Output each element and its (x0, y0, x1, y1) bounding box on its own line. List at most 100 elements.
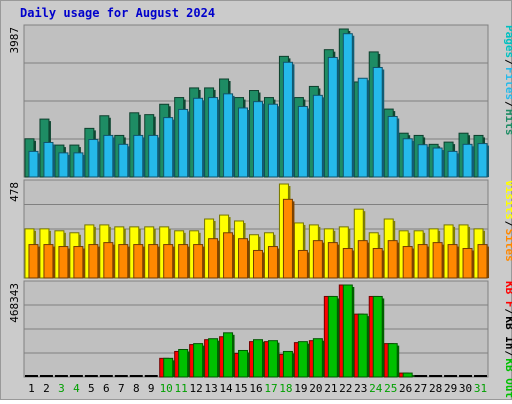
bar-10 (163, 117, 174, 178)
bar-shadow (292, 353, 295, 377)
bar-shadow (457, 153, 460, 177)
bar-shadow (397, 242, 400, 278)
bar-8 (133, 244, 144, 279)
bar-shadow (322, 97, 325, 177)
bar-shadow (472, 250, 475, 278)
x-tick-label-22: 22 (339, 382, 352, 395)
bar-11 (178, 348, 189, 378)
y-max-label: 468343 (8, 283, 21, 323)
x-tick-label-30: 30 (459, 382, 472, 395)
bar-7 (118, 143, 129, 178)
bar-shadow (322, 242, 325, 278)
x-tick-label-12: 12 (190, 382, 203, 395)
bar-shadow (397, 345, 400, 377)
x-tick-label-18: 18 (279, 382, 292, 395)
bar-shadow (112, 137, 115, 177)
bar-shadow (487, 246, 490, 278)
series-kb-out (28, 284, 488, 378)
bar-12 (193, 244, 204, 279)
bar-13 (208, 338, 219, 378)
bar-shadow (397, 118, 400, 177)
bar-20 (312, 94, 323, 178)
bar-6 (103, 242, 114, 279)
bar-shadow (277, 248, 280, 278)
bar-shadow (97, 141, 100, 177)
bar-30 (462, 248, 473, 279)
bar-31 (477, 244, 488, 279)
bar-shadow (127, 146, 130, 177)
bar-shadow (142, 246, 145, 278)
bar-2 (43, 244, 54, 279)
legend-entry: Hits (503, 109, 512, 136)
bar-shadow (217, 340, 220, 377)
bar-shadow (202, 345, 205, 377)
x-tick-label-11: 11 (175, 382, 188, 395)
bar-shadow (172, 246, 175, 278)
bar-shadow (382, 298, 385, 377)
bar-23 (357, 240, 368, 279)
bar-shadow (442, 244, 445, 278)
bar-21 (327, 295, 338, 378)
legend-entry: Pages (503, 25, 512, 58)
bar-16 (253, 249, 263, 279)
bar-14 (223, 232, 234, 279)
bar-shadow (172, 360, 175, 377)
x-tick-label-8: 8 (133, 382, 140, 395)
chart-title: Daily usage for August 2024 (20, 6, 215, 20)
bar-6 (103, 134, 114, 178)
bar-shadow (367, 242, 370, 278)
bar-shadow (202, 246, 205, 278)
x-tick-label-27: 27 (414, 382, 427, 395)
bar-9 (148, 244, 159, 279)
bar-16 (253, 101, 263, 178)
bar-12 (193, 97, 204, 178)
bar-4 (73, 152, 84, 178)
bar-7 (118, 244, 129, 279)
series-files (28, 33, 490, 178)
bar-15 (238, 238, 249, 279)
legend-separator: / (503, 308, 512, 315)
x-tick-label-23: 23 (354, 382, 367, 395)
bar-1 (28, 244, 39, 279)
bar-16 (253, 339, 263, 378)
bar-shadow (232, 334, 235, 377)
x-tick-label-25: 25 (384, 382, 397, 395)
bar-shadow (337, 298, 340, 377)
bar-shadow (352, 287, 355, 377)
bar-shadow (187, 111, 190, 177)
x-tick-label-20: 20 (309, 382, 322, 395)
bar-28 (432, 147, 443, 178)
bar-shadow (322, 340, 325, 377)
bar-19 (297, 249, 308, 279)
bar-25 (387, 343, 398, 378)
bar-4 (73, 246, 84, 279)
bar-shadow (247, 240, 250, 278)
bar-15 (238, 107, 249, 178)
bar-shadow (367, 80, 370, 177)
bar-shadow (412, 248, 415, 278)
legend-kbytes: KB F/KB In/KB Out (503, 281, 512, 398)
bar-20 (312, 338, 323, 378)
bar-shadow (382, 250, 385, 278)
bar-shadow (172, 119, 175, 177)
x-tick-label-24: 24 (369, 382, 383, 395)
bar-shadow (142, 137, 145, 177)
bar-14 (223, 93, 234, 178)
bar-29 (447, 150, 458, 178)
bar-shadow (217, 99, 220, 177)
bar-shadow (157, 137, 160, 177)
bar-shadow (187, 351, 190, 377)
bar-17 (267, 103, 278, 178)
x-tick-label-15: 15 (234, 382, 247, 395)
bar-shadow (412, 375, 415, 377)
bar-shadow (277, 106, 280, 177)
bar-shadow (127, 246, 130, 278)
legend-separator: / (503, 59, 512, 66)
bar-shadow (112, 244, 115, 278)
bar-10 (163, 357, 174, 378)
bar-5 (88, 244, 99, 279)
x-tick-label-26: 26 (399, 382, 412, 395)
bar-shadow (217, 240, 220, 278)
